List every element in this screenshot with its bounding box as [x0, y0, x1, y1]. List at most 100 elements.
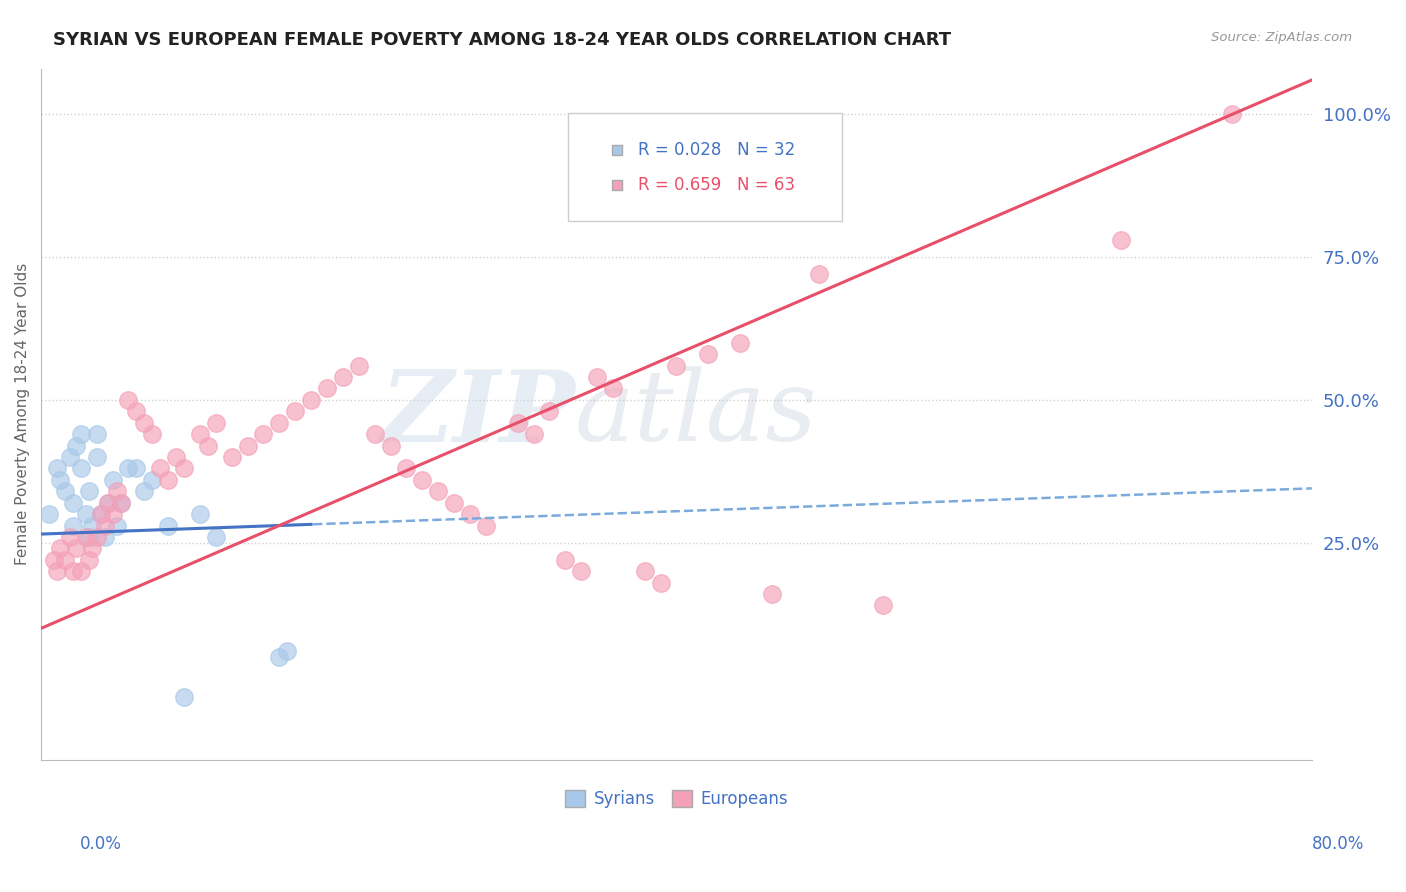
- Point: [90, 507, 112, 521]
- Point: [197, 438, 219, 452]
- Point: [458, 507, 481, 521]
- Point: [125, 404, 148, 418]
- Point: [101, 473, 124, 487]
- Legend: Syrians, Europeans: Syrians, Europeans: [558, 783, 794, 815]
- Point: [80, 541, 103, 556]
- Point: [173, 461, 195, 475]
- Point: [205, 530, 228, 544]
- Point: [134, 484, 156, 499]
- Point: [75, 530, 97, 544]
- Point: [749, 203, 772, 218]
- Point: [141, 427, 163, 442]
- Point: [77, 530, 100, 544]
- Point: [86, 530, 108, 544]
- Point: [65, 541, 87, 556]
- Point: [602, 381, 624, 395]
- Point: [77, 553, 100, 567]
- Point: [80, 518, 103, 533]
- Point: [62, 518, 84, 533]
- Point: [872, 599, 894, 613]
- Point: [77, 484, 100, 499]
- Point: [157, 518, 180, 533]
- Point: [93, 518, 115, 533]
- Point: [634, 564, 657, 578]
- Point: [141, 473, 163, 487]
- Point: [569, 564, 592, 578]
- Point: [665, 359, 688, 373]
- Point: [411, 473, 433, 487]
- Point: [38, 507, 60, 521]
- FancyBboxPatch shape: [568, 113, 842, 220]
- Point: [157, 473, 180, 487]
- Point: [149, 461, 172, 475]
- Point: [93, 530, 115, 544]
- Point: [110, 496, 132, 510]
- Point: [105, 484, 128, 499]
- Point: [538, 404, 561, 418]
- Point: [1222, 107, 1244, 121]
- Point: [42, 553, 65, 567]
- Point: [46, 461, 69, 475]
- Point: [586, 370, 609, 384]
- Point: [125, 461, 148, 475]
- Point: [69, 461, 91, 475]
- Point: [53, 553, 76, 567]
- Point: [173, 690, 195, 704]
- Point: [75, 507, 97, 521]
- Text: 0.0%: 0.0%: [80, 835, 122, 853]
- Point: [252, 427, 274, 442]
- Text: 80.0%: 80.0%: [1312, 835, 1365, 853]
- Point: [86, 450, 108, 464]
- Point: [332, 370, 354, 384]
- Text: R = 0.659   N = 63: R = 0.659 N = 63: [638, 176, 796, 194]
- Point: [69, 427, 91, 442]
- Text: SYRIAN VS EUROPEAN FEMALE POVERTY AMONG 18-24 YEAR OLDS CORRELATION CHART: SYRIAN VS EUROPEAN FEMALE POVERTY AMONG …: [53, 31, 952, 49]
- Text: atlas: atlas: [575, 367, 817, 462]
- Point: [105, 518, 128, 533]
- Point: [299, 392, 322, 407]
- Point: [522, 427, 544, 442]
- Point: [380, 438, 402, 452]
- Point: [46, 564, 69, 578]
- Point: [59, 530, 82, 544]
- Point: [53, 484, 76, 499]
- Point: [49, 541, 72, 556]
- Point: [49, 473, 72, 487]
- Point: [134, 416, 156, 430]
- Point: [221, 450, 243, 464]
- Point: [62, 564, 84, 578]
- Point: [269, 416, 291, 430]
- Point: [1109, 233, 1132, 247]
- Point: [90, 507, 112, 521]
- Text: Source: ZipAtlas.com: Source: ZipAtlas.com: [1212, 31, 1353, 45]
- Point: [236, 438, 259, 452]
- Point: [205, 416, 228, 430]
- Point: [188, 507, 211, 521]
- Point: [97, 496, 120, 510]
- Point: [188, 427, 211, 442]
- Point: [117, 392, 139, 407]
- Point: [728, 335, 751, 350]
- Point: [650, 575, 672, 590]
- Point: [316, 381, 339, 395]
- Y-axis label: Female Poverty Among 18-24 Year Olds: Female Poverty Among 18-24 Year Olds: [15, 263, 30, 566]
- Point: [59, 450, 82, 464]
- Point: [284, 404, 307, 418]
- Point: [269, 649, 291, 664]
- Point: [62, 496, 84, 510]
- Point: [165, 450, 187, 464]
- Point: [97, 496, 120, 510]
- Point: [86, 427, 108, 442]
- Point: [347, 359, 370, 373]
- Point: [443, 496, 465, 510]
- Point: [506, 416, 529, 430]
- Point: [749, 174, 772, 188]
- Point: [761, 587, 783, 601]
- Point: [554, 553, 576, 567]
- Point: [475, 518, 498, 533]
- Point: [808, 267, 831, 281]
- Point: [276, 644, 298, 658]
- Point: [101, 507, 124, 521]
- Point: [65, 438, 87, 452]
- Point: [395, 461, 418, 475]
